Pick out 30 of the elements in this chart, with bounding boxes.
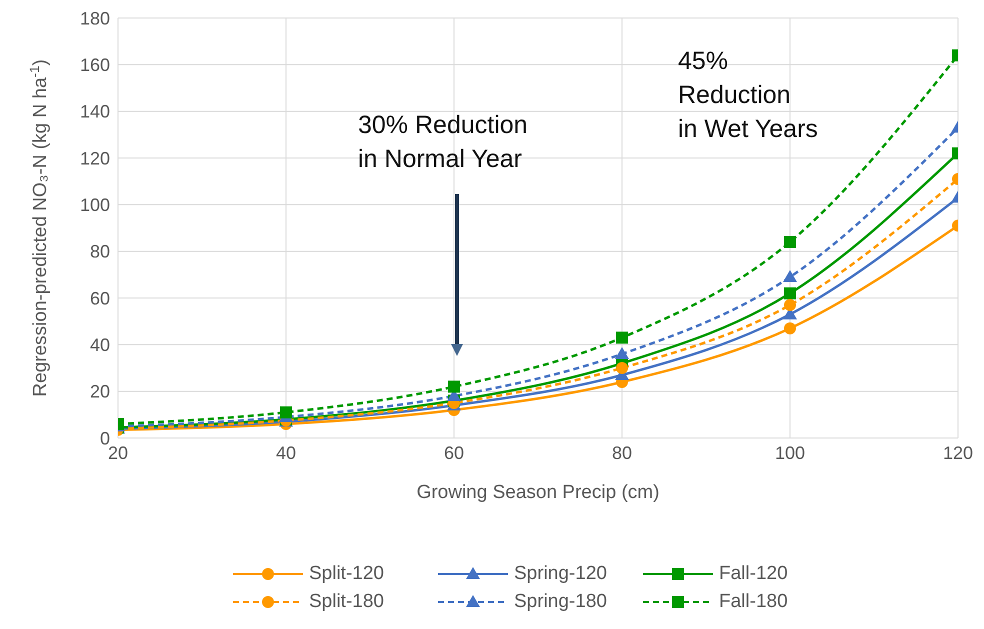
legend-label: Fall-120: [718, 563, 789, 585]
legend-label: Fall-180: [718, 591, 789, 613]
y-tick-label: 120: [80, 148, 110, 168]
x-tick-label: 100: [774, 442, 806, 463]
y-tick-label: 40: [90, 335, 110, 356]
point: [615, 347, 629, 359]
x-tick-label: 40: [276, 442, 296, 463]
y-tick-label: 60: [90, 288, 110, 308]
y-tick-label: 140: [80, 102, 110, 122]
point: [616, 332, 628, 344]
x-tick-label: 60: [444, 442, 464, 463]
annotation: 30% Reduction in Normal Year: [358, 110, 528, 175]
legend-label: Spring-180: [513, 591, 608, 613]
annotation: 45% Reduction in Wet Years: [678, 46, 818, 145]
point: [280, 406, 292, 418]
y-tick-label: 160: [80, 55, 110, 76]
y-tick-label: 180: [80, 8, 110, 28]
x-tick-label: 20: [108, 442, 128, 463]
point: [448, 380, 460, 393]
legend-label: Split-120: [308, 563, 385, 585]
legend-label: Split-180: [308, 591, 385, 613]
point: [616, 362, 628, 374]
x-tick-label: 120: [942, 442, 974, 463]
x-axis-title: Growing Season Precip (cm): [416, 482, 660, 503]
x-tick-label: 80: [612, 442, 632, 463]
y-tick-label: 100: [80, 195, 110, 216]
y-tick-label: 20: [90, 382, 110, 402]
y-tick-label: 0: [100, 428, 110, 448]
legend-label: Spring-120: [513, 563, 608, 585]
y-tick-label: 80: [90, 242, 110, 262]
